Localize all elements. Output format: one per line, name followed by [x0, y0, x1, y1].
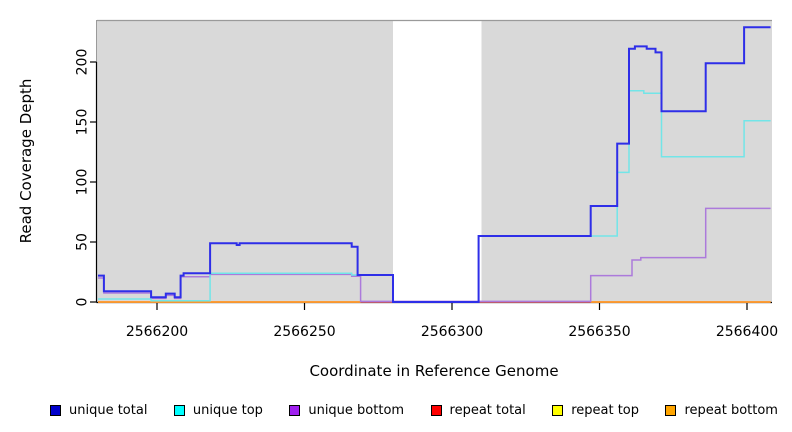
zero-coverage-gap-region — [393, 20, 482, 302]
y-tick-label: 50 — [75, 233, 91, 251]
x-tick-label: 2566300 — [421, 324, 483, 340]
legend-swatch-icon — [173, 404, 185, 416]
x-tick-label: 2566400 — [716, 324, 778, 340]
series-line-unique-total — [98, 26, 771, 303]
y-tick-label: 0 — [75, 298, 91, 307]
x-tick-label: 2566250 — [273, 324, 335, 340]
legend-item-label: repeat total — [449, 402, 526, 418]
legend-swatch-icon — [50, 404, 61, 416]
legend-swatch-icon — [430, 404, 442, 416]
legend-item-label: unique bottom — [308, 402, 405, 418]
y-tick-label: 100 — [75, 169, 91, 196]
legend-item-unique-total: unique total — [50, 403, 147, 418]
legend-swatch-icon — [552, 404, 564, 416]
y-axis-title: Read Coverage Depth — [17, 79, 35, 244]
x-tick-label: 2566200 — [126, 324, 188, 340]
x-tick-label: 2566350 — [568, 324, 630, 340]
legend-item-unique-bottom: unique bottom — [289, 403, 404, 418]
legend-swatch-icon — [665, 404, 677, 416]
legend-swatch-icon — [289, 404, 301, 416]
plot-canvas: 0 50 100 150 200 2566200 2566250 2566300 2566350… — [17, 19, 779, 380]
legend-item-repeat-bottom: repeat bottom — [665, 403, 778, 418]
series-line-unique-bottom — [98, 207, 771, 303]
plot-panel — [96, 19, 772, 302]
y-tick-label: 200 — [75, 49, 91, 76]
series-lines — [98, 26, 771, 303]
legend-item-label: unique total — [69, 402, 148, 418]
legend-item-repeat-total: repeat total — [430, 402, 526, 418]
axes: 0 50 100 150 200 2566200 2566250 2566300 2566350… — [75, 49, 779, 340]
legend-item-label: unique top — [192, 402, 263, 418]
legend: unique total unique top unique bottom repea… — [0, 398, 792, 422]
legend-item-unique-top: unique top — [173, 402, 263, 418]
x-axis-title: Coordinate in Reference Genome — [309, 362, 558, 380]
legend-item-label: repeat top — [571, 402, 639, 418]
legend-item-repeat-top: repeat top — [552, 403, 639, 418]
legend-item-label: repeat bottom — [684, 402, 778, 418]
y-tick-label: 150 — [75, 109, 91, 136]
